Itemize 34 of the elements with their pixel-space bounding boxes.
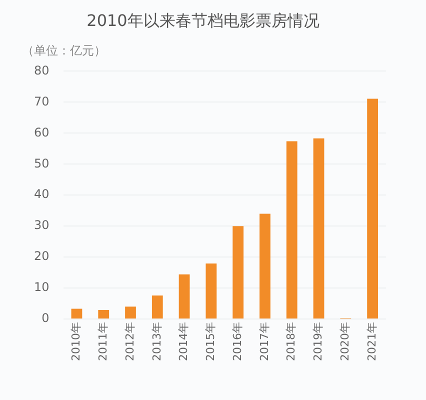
x-tick-label: 2010年 xyxy=(70,322,83,362)
bar xyxy=(178,274,190,319)
y-tick-label: 30 xyxy=(34,218,50,232)
bar xyxy=(260,214,270,319)
x-tick-label: 2017年 xyxy=(258,322,271,362)
x-tick-label: 2019年 xyxy=(312,322,325,362)
bar xyxy=(125,306,136,319)
y-tick-label: 70 xyxy=(34,94,50,108)
x-tick-label: 2014年 xyxy=(177,322,190,362)
y-axis-title: （单位：亿元） xyxy=(22,43,106,58)
bar xyxy=(152,295,163,319)
y-tick-label: 10 xyxy=(34,280,50,294)
bar xyxy=(71,308,82,319)
bar xyxy=(232,226,244,319)
x-tick-label: 2012年 xyxy=(123,322,136,362)
x-tick-label: 2018年 xyxy=(284,322,298,362)
y-tick-label: 0 xyxy=(42,311,50,326)
chart-title: 2010年以来春节档电影票房情况 xyxy=(86,10,320,30)
x-tick-label: 2016年 xyxy=(230,322,244,362)
bar xyxy=(286,141,298,319)
y-tick-label: 40 xyxy=(34,187,50,202)
x-tick-label: 2011年 xyxy=(96,322,110,362)
y-tick-label: 50 xyxy=(34,156,50,170)
x-tick-label: 2021年 xyxy=(365,322,378,362)
y-tick-label: 20 xyxy=(34,249,50,264)
bar xyxy=(206,264,217,319)
y-tick-label: 80 xyxy=(34,63,50,78)
x-tick-label: 2015年 xyxy=(204,322,218,362)
y-tick-label: 60 xyxy=(34,125,50,140)
x-tick-label: 2020年 xyxy=(338,322,352,362)
bar xyxy=(313,138,324,319)
bar xyxy=(98,310,110,319)
x-tick-label: 2013年 xyxy=(150,322,164,362)
bar xyxy=(367,98,378,319)
